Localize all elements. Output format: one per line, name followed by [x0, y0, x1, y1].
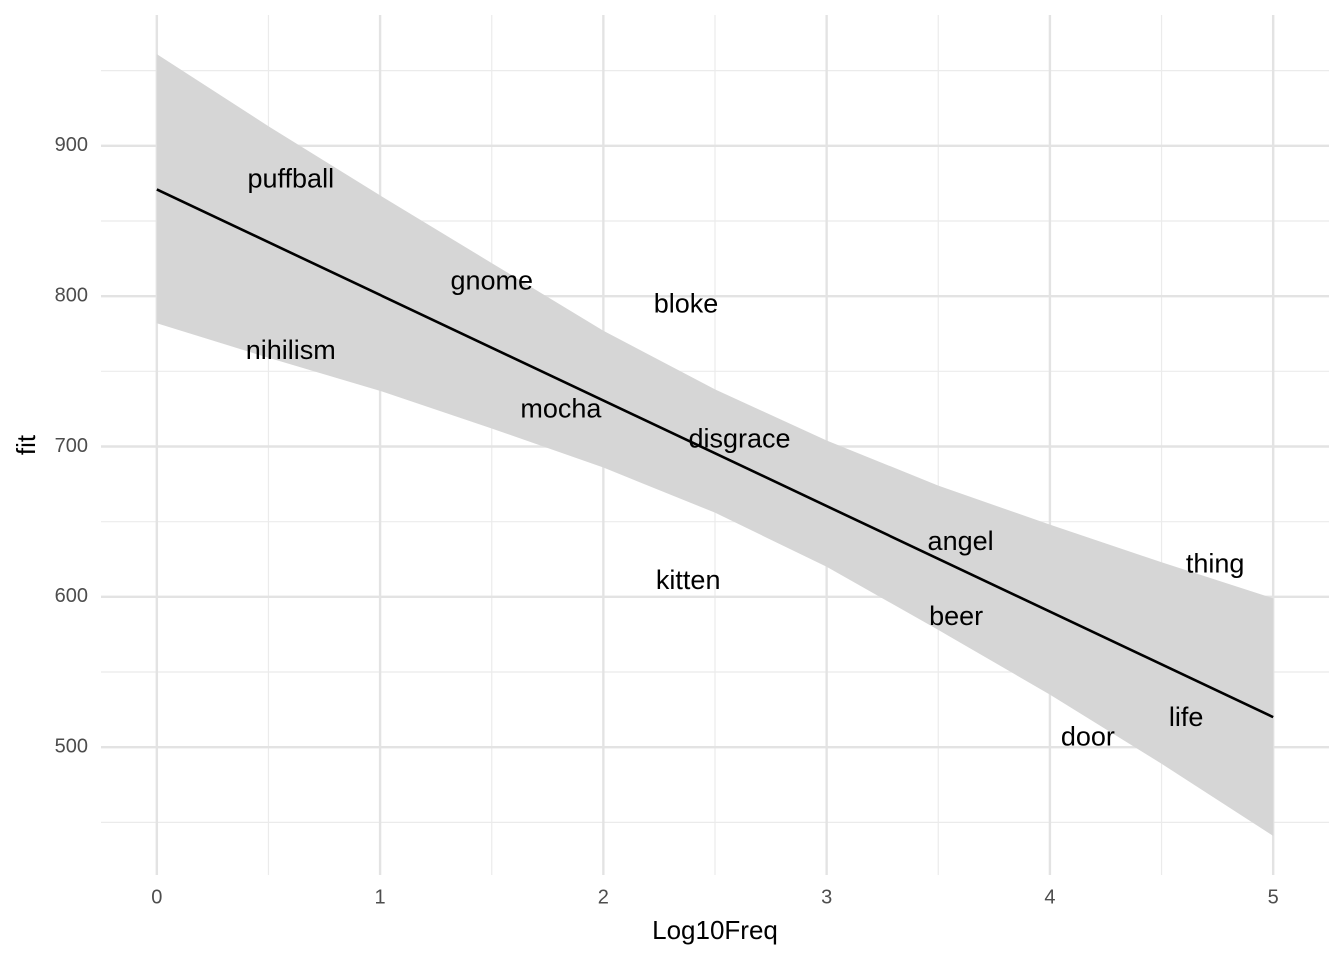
word-label: angel — [928, 526, 994, 556]
word-label: life — [1169, 702, 1204, 732]
word-label: door — [1061, 721, 1115, 751]
word-label: thing — [1186, 548, 1245, 578]
y-axis-label: fit — [11, 434, 41, 455]
word-label: nihilism — [246, 335, 336, 365]
word-label: kitten — [656, 565, 721, 595]
x-tick-label: 3 — [821, 886, 832, 908]
y-tick-label: 600 — [55, 585, 88, 607]
fit-line — [156, 188, 1274, 719]
word-label: puffball — [247, 164, 334, 194]
word-label: mocha — [520, 394, 602, 424]
x-axis-label: Log10Freq — [652, 915, 778, 945]
y-tick-label: 500 — [55, 735, 88, 757]
x-tick-label: 0 — [151, 886, 162, 908]
word-label: gnome — [450, 266, 533, 296]
word-label: beer — [929, 601, 983, 631]
x-tick-label: 4 — [1044, 886, 1055, 908]
confidence-band — [156, 54, 1274, 836]
x-tick-label: 5 — [1268, 886, 1279, 908]
y-tick-label: 700 — [55, 435, 88, 457]
x-tick-label: 2 — [598, 886, 609, 908]
y-tick-label: 900 — [55, 134, 88, 156]
x-tick-label: 1 — [375, 886, 386, 908]
word-label: bloke — [654, 288, 719, 318]
y-tick-label: 800 — [55, 284, 88, 306]
word-label: disgrace — [689, 424, 791, 454]
